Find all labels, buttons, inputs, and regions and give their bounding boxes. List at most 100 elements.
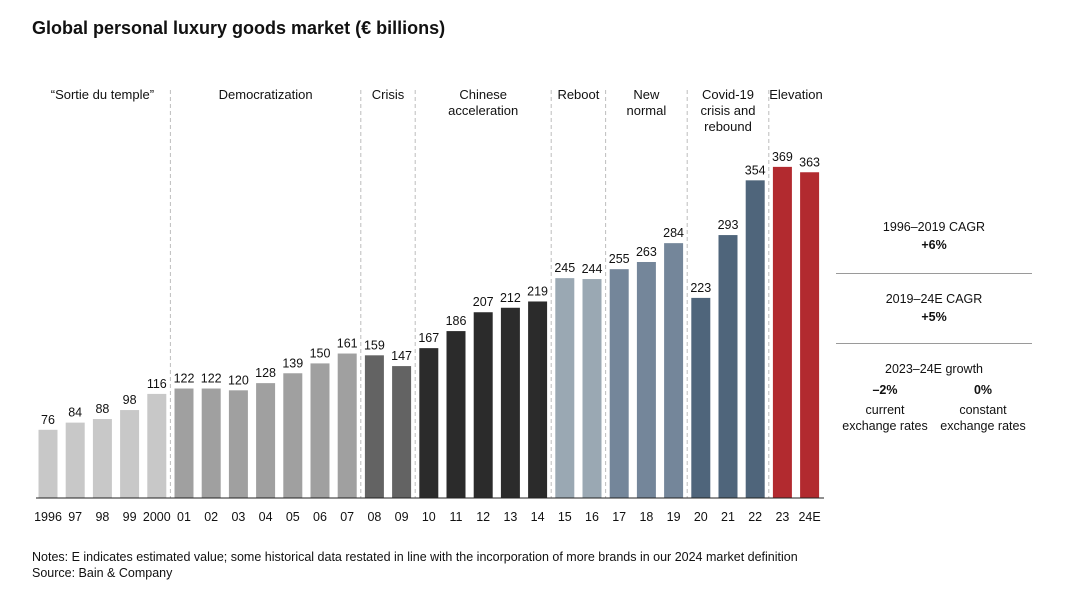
bar-16 bbox=[582, 279, 602, 498]
x-tick-labels: 1996 97 98 99 2000 01 02 03 04 05 06 07 08 09 10 11 12 13… bbox=[34, 510, 821, 524]
cagr-2019-24e-value: +5% bbox=[921, 310, 947, 324]
cagr-1996-2019: 1996–2019 CAGR +6% bbox=[836, 220, 1032, 252]
panel-divider bbox=[836, 273, 1032, 274]
growth-current-line2: exchange rates bbox=[842, 419, 928, 433]
era-label: normal bbox=[627, 103, 667, 118]
x-tick-label: 22 bbox=[748, 510, 762, 524]
notes-text: Notes: E indicates estimated value; some… bbox=[32, 550, 798, 564]
bar-01 bbox=[174, 388, 194, 498]
growth-current-value: –2% bbox=[872, 383, 898, 397]
x-tick-label: 1996 bbox=[34, 510, 62, 524]
era-dividers bbox=[169, 90, 770, 498]
bar-12 bbox=[473, 312, 493, 498]
x-tick-label: 16 bbox=[585, 510, 599, 524]
bar-11 bbox=[446, 331, 466, 498]
value-label: 207 bbox=[473, 295, 494, 309]
bar-08 bbox=[364, 355, 384, 498]
value-label: 88 bbox=[95, 402, 109, 416]
bar-99 bbox=[120, 410, 140, 498]
bar-14 bbox=[528, 301, 548, 498]
bar-98 bbox=[92, 419, 112, 498]
value-label: 161 bbox=[337, 337, 358, 351]
x-tick-label: 99 bbox=[123, 510, 137, 524]
x-tick-label: 11 bbox=[450, 510, 463, 524]
bar-10 bbox=[419, 348, 439, 498]
value-label: 139 bbox=[282, 356, 303, 370]
value-label: 159 bbox=[364, 338, 385, 352]
growth-2023-24e-label: 2023–24E growth bbox=[885, 362, 983, 376]
x-tick-label: 2000 bbox=[143, 510, 171, 524]
value-label: 98 bbox=[123, 393, 137, 407]
x-tick-label: 97 bbox=[68, 510, 82, 524]
value-label: 167 bbox=[418, 331, 439, 345]
x-tick-label: 14 bbox=[531, 510, 545, 524]
era-label: acceleration bbox=[448, 103, 518, 118]
value-label: 354 bbox=[745, 163, 766, 177]
x-tick-label: 15 bbox=[558, 510, 572, 524]
value-label: 212 bbox=[500, 291, 521, 305]
value-labels: 76 84 88 98 116 122 122 120 128 139 150 161 159 147 16… bbox=[41, 150, 820, 427]
bar-20 bbox=[691, 297, 711, 498]
growth-2023-24e: 2023–24E growth –2% current exchange rat… bbox=[836, 362, 1032, 434]
era-label: rebound bbox=[704, 119, 752, 134]
value-label: 244 bbox=[582, 262, 603, 276]
x-tick-label: 09 bbox=[395, 510, 409, 524]
x-tick-label: 24E bbox=[798, 510, 820, 524]
x-tick-label: 04 bbox=[259, 510, 273, 524]
bar-05 bbox=[283, 373, 303, 498]
cagr-2019-24e: 2019–24E CAGR +5% bbox=[836, 292, 1032, 324]
era-label: crisis and bbox=[701, 103, 756, 118]
cagr-2019-24e-label: 2019–24E CAGR bbox=[885, 292, 983, 306]
era-label: New bbox=[633, 87, 660, 102]
growth-constant-value: 0% bbox=[973, 383, 993, 397]
x-tick-label: 18 bbox=[639, 510, 653, 524]
value-label: 76 bbox=[41, 413, 55, 427]
growth-current-line1: current bbox=[865, 403, 905, 417]
era-label: Covid-19 bbox=[702, 87, 754, 102]
bar-19 bbox=[664, 243, 684, 498]
bar-04 bbox=[256, 383, 276, 498]
x-tick-label: 12 bbox=[476, 510, 490, 524]
era-label: Chinese bbox=[459, 87, 507, 102]
x-tick-label: 02 bbox=[204, 510, 218, 524]
era-label: Reboot bbox=[557, 87, 599, 102]
value-label: 128 bbox=[255, 366, 276, 380]
bar-21 bbox=[718, 235, 738, 499]
value-label: 147 bbox=[391, 349, 412, 363]
bar-03 bbox=[228, 390, 248, 498]
growth-constant-line2: exchange rates bbox=[940, 419, 1026, 433]
x-tick-label: 07 bbox=[340, 510, 354, 524]
cagr-panel: 1996–2019 CAGR +6% 2019–24E CAGR +5% 202… bbox=[836, 220, 1032, 434]
x-tick-label: 08 bbox=[367, 510, 381, 524]
chart-title: Global personal luxury goods market (€ b… bbox=[32, 18, 446, 38]
bar-22 bbox=[745, 180, 765, 498]
value-label: 369 bbox=[772, 150, 793, 164]
chart-notes: Notes: E indicates estimated value; some… bbox=[32, 549, 798, 581]
value-label: 122 bbox=[201, 372, 222, 386]
value-label: 255 bbox=[609, 252, 630, 266]
era-label: Elevation bbox=[769, 87, 822, 102]
bar-24E bbox=[800, 172, 820, 499]
growth-current: –2% current exchange rates bbox=[836, 382, 934, 434]
bar-02 bbox=[201, 388, 221, 498]
value-label: 219 bbox=[527, 284, 548, 298]
x-tick-label: 98 bbox=[95, 510, 109, 524]
value-label: 116 bbox=[147, 377, 167, 391]
source-text: Source: Bain & Company bbox=[32, 566, 173, 580]
value-label: 84 bbox=[68, 406, 82, 420]
value-label: 284 bbox=[663, 226, 684, 240]
bar-23 bbox=[772, 166, 792, 499]
x-tick-label: 06 bbox=[313, 510, 327, 524]
bar-09 bbox=[392, 366, 412, 498]
x-tick-label: 21 bbox=[721, 510, 735, 524]
x-tick-label: 03 bbox=[231, 510, 245, 524]
bar-15 bbox=[555, 278, 575, 498]
growth-constant: 0% constant exchange rates bbox=[934, 382, 1032, 434]
x-tick-label: 10 bbox=[422, 510, 436, 524]
value-label: 186 bbox=[446, 314, 467, 328]
value-label: 122 bbox=[174, 372, 195, 386]
value-label: 245 bbox=[554, 261, 575, 275]
era-label: Democratization bbox=[219, 87, 313, 102]
bar-1996 bbox=[38, 429, 58, 498]
value-label: 293 bbox=[718, 218, 739, 232]
